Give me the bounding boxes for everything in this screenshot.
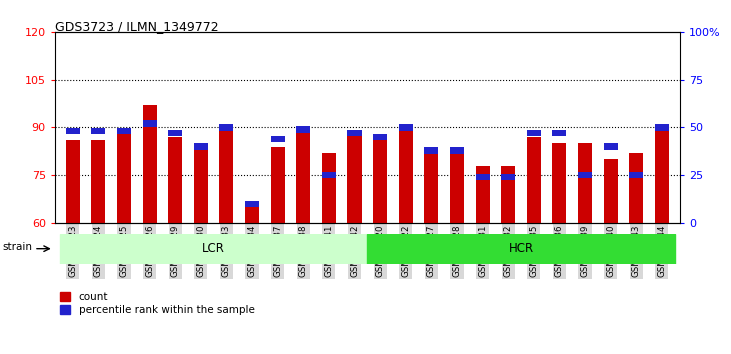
Bar (501, 166, 515, 223)
Text: LCR: LCR (202, 242, 225, 255)
Bar (424, 153, 439, 223)
Bar (347, 134, 362, 223)
Bar (296, 126, 311, 132)
Bar (66, 140, 80, 223)
Bar (501, 174, 515, 180)
Bar (219, 124, 233, 131)
Bar (60, 234, 367, 264)
Bar (604, 159, 618, 223)
Bar (578, 172, 592, 178)
Bar (424, 147, 439, 154)
Bar (527, 130, 541, 136)
Bar (168, 130, 182, 136)
Bar (66, 128, 80, 135)
Bar (270, 136, 284, 142)
Bar (91, 140, 105, 223)
Bar (91, 128, 105, 135)
Legend: count, percentile rank within the sample: count, percentile rank within the sample (60, 292, 254, 315)
Bar (553, 130, 567, 136)
Bar (322, 172, 336, 178)
Bar (373, 134, 387, 140)
Bar (450, 147, 464, 154)
Text: GDS3723 / ILMN_1349772: GDS3723 / ILMN_1349772 (55, 20, 219, 33)
Bar (194, 143, 208, 150)
Bar (245, 207, 259, 223)
Bar (476, 174, 490, 180)
Bar (373, 134, 387, 223)
Bar (367, 234, 675, 264)
Bar (655, 124, 669, 131)
Text: HCR: HCR (509, 242, 534, 255)
Bar (629, 153, 643, 223)
Bar (527, 137, 541, 223)
Text: strain: strain (3, 242, 33, 252)
Bar (450, 153, 464, 223)
Bar (578, 143, 592, 223)
Bar (604, 143, 618, 150)
Bar (398, 127, 413, 223)
Bar (143, 120, 156, 127)
Bar (655, 127, 669, 223)
Bar (347, 130, 362, 136)
Bar (219, 127, 233, 223)
Bar (629, 172, 643, 178)
Bar (194, 150, 208, 223)
Bar (553, 143, 567, 223)
Bar (296, 127, 311, 223)
Bar (117, 128, 131, 135)
Bar (398, 124, 413, 131)
Bar (143, 105, 156, 223)
Bar (322, 153, 336, 223)
Bar (476, 166, 490, 223)
Bar (168, 137, 182, 223)
Bar (245, 201, 259, 207)
Bar (270, 147, 284, 223)
Bar (117, 134, 131, 223)
